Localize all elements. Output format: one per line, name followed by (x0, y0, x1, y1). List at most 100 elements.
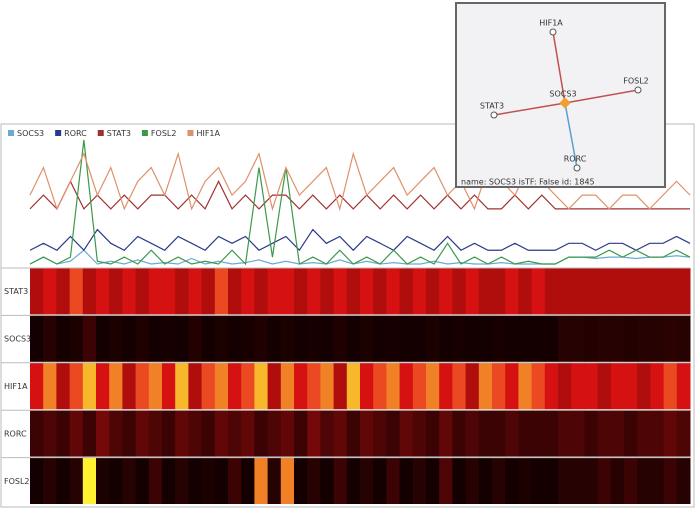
heatmap-cell (241, 315, 255, 362)
heatmap-cell (188, 410, 203, 457)
heatmap-cell (267, 410, 282, 457)
heatmap-cell (280, 362, 295, 410)
heatmap-cell (610, 315, 625, 362)
heatmap-cell (96, 268, 110, 315)
node[interactable] (490, 111, 498, 119)
heatmap-cell (492, 315, 506, 362)
heatmap-cell (478, 268, 493, 315)
heatmap-cell (439, 362, 453, 410)
heatmap-cell (320, 268, 335, 315)
heatmap-cell (637, 457, 651, 504)
heatmap-cell (320, 457, 335, 504)
heatmap-cell (584, 268, 599, 315)
heatmap-cell (624, 315, 638, 362)
heatmap-cell (505, 268, 519, 315)
legend-label[interactable]: FOSL2 (151, 129, 177, 138)
heatmap-cell (241, 410, 255, 457)
edge (552, 31, 566, 104)
heatmap-cell (584, 315, 599, 362)
heatmap-cell (254, 362, 269, 410)
heatmap-cell (597, 268, 612, 315)
heatmap-cell (30, 315, 44, 362)
heatmap-cell (426, 410, 440, 457)
heatmap-cell (294, 268, 308, 315)
heatmap-cell (228, 410, 242, 457)
heatmap-cell (399, 362, 414, 410)
heatmap-cell (412, 315, 427, 362)
heatmap-cell (175, 457, 189, 504)
heatmap-cell (478, 457, 493, 504)
heatmap-cell (280, 410, 295, 457)
heatmap-cell (280, 315, 295, 362)
node[interactable] (549, 28, 557, 36)
heatmap-cell (43, 362, 57, 410)
heatmap-cell (122, 457, 137, 504)
heatmap-cell (333, 457, 348, 504)
heatmap-cell (346, 457, 361, 504)
heatmap-cell (637, 410, 651, 457)
heatmap-cell (518, 457, 533, 504)
heatmap-cell (531, 362, 546, 410)
node[interactable] (634, 86, 642, 94)
heatmap-cell (439, 268, 453, 315)
heatmap-cell (373, 410, 387, 457)
heatmap-cell (135, 457, 150, 504)
heatmap-cell (228, 315, 242, 362)
legend-label[interactable]: SOCS3 (17, 129, 44, 138)
heatmap-cell (214, 268, 229, 315)
heatmap-cell (122, 362, 137, 410)
heatmap-cell (96, 315, 110, 362)
edge (493, 102, 566, 116)
heatmap-cell (373, 315, 387, 362)
legend-label[interactable]: STAT3 (107, 129, 131, 138)
heatmap-cell (439, 410, 453, 457)
heatmap-cell (69, 457, 84, 504)
heatmap-cell (214, 315, 229, 362)
heatmap-cell (320, 410, 335, 457)
heatmap-cell (531, 410, 546, 457)
heatmap-cell (624, 457, 638, 504)
heatmap-cell (148, 315, 163, 362)
heatmap-row-label: FOSL2 (4, 477, 30, 486)
edge (564, 89, 639, 104)
heatmap-cell (663, 410, 678, 457)
legend-label[interactable]: HIF1A (196, 129, 220, 138)
heatmap-cell (82, 410, 97, 457)
node-info: name: SOCS3 isTF: False id: 1845 (461, 178, 595, 187)
heatmap-cell (412, 362, 427, 410)
heatmap-cell (69, 268, 84, 315)
node-label: FOSL2 (623, 77, 649, 86)
heatmap-row-label: STAT3 (4, 287, 28, 296)
series-line (29, 179, 690, 210)
heatmap-cell (558, 315, 572, 362)
heatmap-cell (241, 362, 255, 410)
heatmap-cell (544, 268, 559, 315)
heatmap-cell (214, 410, 229, 457)
heatmap-cell (135, 410, 150, 457)
heatmap-cell (43, 410, 57, 457)
heatmap-cell (228, 457, 242, 504)
heatmap-cell (96, 410, 110, 457)
heatmap-cell (663, 362, 678, 410)
heatmap-cell (254, 457, 269, 504)
heatmap-cell (492, 362, 506, 410)
heatmap-cell (452, 457, 467, 504)
heatmap-cell (148, 410, 163, 457)
heatmap-cell (175, 268, 189, 315)
heatmap-cell (386, 315, 401, 362)
legend-swatch (55, 130, 62, 136)
legend-label[interactable]: RORC (64, 129, 87, 138)
node[interactable] (573, 164, 581, 172)
heatmap-cell (346, 268, 361, 315)
series-line (29, 228, 691, 252)
heatmap-cell (452, 362, 467, 410)
heatmap-cell (333, 315, 348, 362)
heatmap-cell (360, 457, 374, 504)
heatmap-cell (492, 457, 506, 504)
heatmap-cell (465, 410, 480, 457)
heatmap-cell (439, 315, 453, 362)
heatmap-cell (663, 315, 678, 362)
heatmap-cell (624, 362, 638, 410)
heatmap-cell (571, 362, 585, 410)
